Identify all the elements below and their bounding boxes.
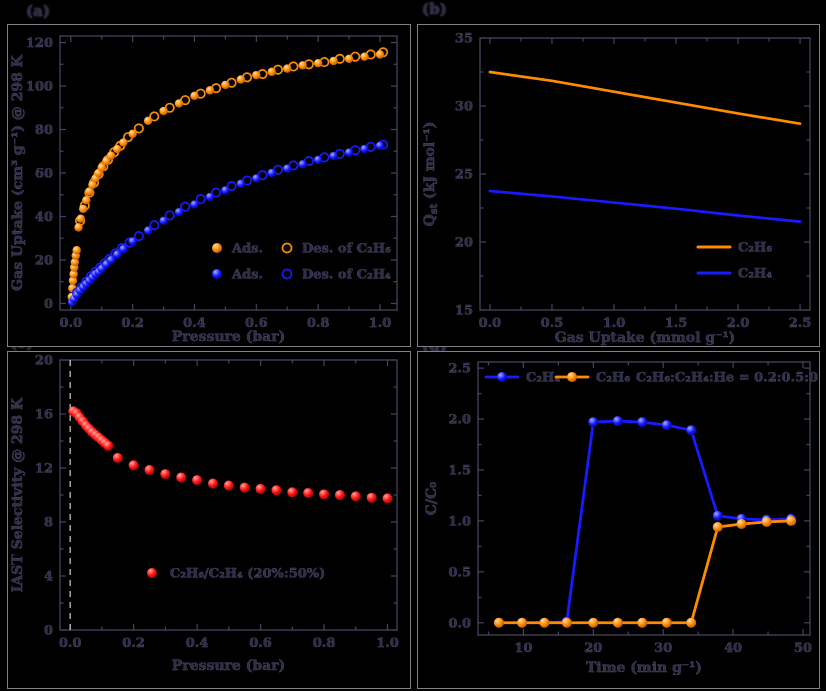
svg-text:40: 40 — [35, 210, 53, 225]
legend-item-des-of-c-h-: Des. of C₂H₄ — [281, 267, 391, 283]
svg-text:25: 25 — [455, 168, 473, 183]
svg-text:1.0: 1.0 — [369, 316, 392, 331]
svg-text:1.0: 1.0 — [603, 316, 626, 331]
svg-text:12: 12 — [35, 462, 53, 477]
svg-text:1.0: 1.0 — [448, 514, 471, 529]
x-axis-label: Pressure (bar) — [172, 658, 285, 674]
svg-text:20: 20 — [35, 253, 53, 268]
svg-text:10: 10 — [514, 641, 532, 656]
svg-text:C₂H₆/C₂H₄ (20%:50%): C₂H₆/C₂H₄ (20%:50%) — [170, 567, 325, 582]
panel-c-iast-selectivity: 0.0 0.2 0.4 0.6 0.8 1.0 0 4 8 12 16 20 C₂H₆/C₂H₄ (20… — [7, 351, 411, 689]
breakthrough-c2h6 — [493, 515, 797, 628]
panel-d-chart: 10 20 30 40 50 0.0 0.5 1.0 1.5 2.0 2.5 C₂H₄ C₂H₆ C₂H₆… — [424, 361, 819, 676]
svg-text:0.4: 0.4 — [183, 316, 206, 331]
svg-text:1.5: 1.5 — [665, 316, 688, 331]
svg-text:0: 0 — [44, 624, 53, 639]
y-axis-label: C/C₀ — [424, 482, 440, 516]
svg-text:20: 20 — [455, 236, 473, 251]
y-axis-label: Qst (kJ mol⁻¹) — [422, 122, 440, 227]
svg-text:0.0: 0.0 — [59, 636, 82, 651]
legend-item-c-h-: C₂H₄ — [484, 370, 560, 386]
svg-text:100: 100 — [26, 80, 53, 95]
svg-text:0.8: 0.8 — [313, 636, 336, 651]
legend-item-c-h-c-h-20-50-: C₂H₆/C₂H₄ (20%:50%) — [147, 566, 325, 582]
panel-b-qst: 0.0 0.5 1.0 1.5 2.0 2.5 15 20 25 30 35 C₂H₆ C₂H₄ Gas … — [417, 24, 820, 347]
legend-item-des-of-c-h-: Des. of C₂H₆ — [281, 241, 391, 257]
panel-c-chart: 0.0 0.2 0.4 0.6 0.8 1.0 0 4 8 12 16 20 C₂H₆/C₂H₄ (20… — [10, 353, 399, 674]
y-axis-label: IAST Selectivity @ 298 K — [10, 397, 26, 592]
svg-text:0.0: 0.0 — [479, 316, 502, 331]
c2h6-adsorption — [67, 50, 385, 302]
panel-a-chart: 0.0 0.2 0.4 0.6 0.8 1.0 0 20 40 60 80 100 120 Ads. Des… — [10, 35, 398, 345]
svg-text:Ads.: Ads. — [231, 242, 263, 257]
y-axis-label: Gas Uptake (cm³ g⁻¹) @ 298 K — [10, 54, 26, 291]
svg-text:20: 20 — [35, 354, 53, 369]
svg-text:4: 4 — [44, 570, 53, 585]
legend-item-ads-: Ads. — [212, 267, 263, 283]
svg-text:16: 16 — [35, 408, 53, 423]
legend-item-c-h-: C₂H₆ — [554, 370, 630, 386]
svg-text:30: 30 — [654, 641, 672, 656]
svg-text:60: 60 — [35, 167, 53, 182]
svg-text:0.6: 0.6 — [249, 636, 272, 651]
svg-text:15: 15 — [455, 304, 473, 319]
svg-text:0.2: 0.2 — [122, 636, 145, 651]
mixture-ratio-annotation: C₂H₆:C₂H₄:He = 0.2:0.5:0.3 — [636, 371, 819, 386]
svg-text:1.5: 1.5 — [448, 463, 471, 478]
x-axis-label: Time (min g⁻¹) — [586, 660, 702, 676]
svg-text:0.5: 0.5 — [448, 565, 471, 580]
svg-text:Ads.: Ads. — [231, 268, 263, 283]
panel-a-isotherms: 0.0 0.2 0.4 0.6 0.8 1.0 0 20 40 60 80 100 120 Ads. Des… — [7, 24, 411, 347]
svg-text:2.0: 2.0 — [727, 316, 750, 331]
x-axis-label: Gas Uptake (mmol g⁻¹) — [555, 330, 736, 346]
svg-text:0.8: 0.8 — [307, 316, 330, 331]
svg-text:35: 35 — [455, 32, 473, 47]
svg-text:120: 120 — [26, 36, 53, 51]
svg-text:2.5: 2.5 — [789, 316, 812, 331]
svg-text:0.5: 0.5 — [541, 316, 564, 331]
panel-d-breakthrough: 10 20 30 40 50 0.0 0.5 1.0 1.5 2.0 2.5 C₂H₄ C₂H₆ C₂H₆… — [417, 351, 820, 689]
svg-text:0: 0 — [44, 297, 53, 312]
svg-text:1.0: 1.0 — [376, 636, 399, 651]
legend-item-ads-: Ads. — [212, 241, 263, 257]
svg-text:2.0: 2.0 — [448, 413, 471, 428]
svg-text:30: 30 — [455, 100, 473, 115]
legend-item-c-h-: C₂H₆ — [696, 240, 772, 256]
svg-text:40: 40 — [724, 641, 742, 656]
svg-text:20: 20 — [584, 641, 602, 656]
svg-text:Des. of C₂H₆: Des. of C₂H₆ — [302, 242, 391, 257]
svg-text:2.5: 2.5 — [448, 362, 471, 377]
svg-text:50: 50 — [794, 641, 812, 656]
panel-b-chart: 0.0 0.5 1.0 1.5 2.0 2.5 15 20 25 30 35 C₂H₆ C₂H₄ Gas … — [422, 31, 812, 346]
svg-text:0.6: 0.6 — [245, 316, 268, 331]
svg-text:C₂H₄: C₂H₄ — [738, 267, 772, 282]
svg-text:0.2: 0.2 — [121, 316, 144, 331]
c2h6-desorption — [75, 47, 389, 226]
iast-selectivity — [68, 406, 393, 504]
svg-text:C₂H₄: C₂H₄ — [526, 371, 560, 386]
qst-c2h4 — [488, 189, 802, 223]
svg-text:Des. of C₂H₄: Des. of C₂H₄ — [302, 268, 391, 283]
x-axis-label: Pressure (bar) — [172, 329, 285, 345]
panel-b-label: (b) — [422, 0, 447, 18]
svg-text:C₂H₆: C₂H₆ — [738, 241, 772, 256]
c2h4-adsorption — [67, 141, 385, 307]
svg-text:0.0: 0.0 — [60, 316, 83, 331]
svg-text:8: 8 — [44, 516, 53, 531]
panel-a-label: (a) — [26, 2, 50, 20]
svg-text:0.0: 0.0 — [448, 616, 471, 631]
qst-c2h6 — [488, 70, 802, 126]
svg-text:0.4: 0.4 — [186, 636, 209, 651]
svg-text:80: 80 — [35, 123, 53, 138]
legend-item-c-h-: C₂H₄ — [696, 266, 772, 282]
svg-text:C₂H₆: C₂H₆ — [596, 371, 630, 386]
